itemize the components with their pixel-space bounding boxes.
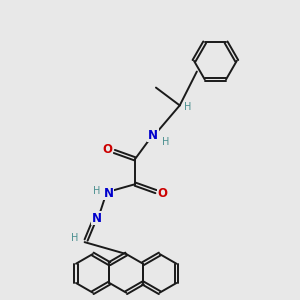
Text: N: N [92,212,101,225]
Text: H: H [184,102,192,112]
Text: N: N [148,129,158,142]
Text: N: N [103,187,113,200]
Text: H: H [70,233,78,243]
Text: O: O [158,188,167,200]
Text: O: O [103,142,113,156]
Text: H: H [162,137,169,147]
Text: H: H [93,186,101,196]
